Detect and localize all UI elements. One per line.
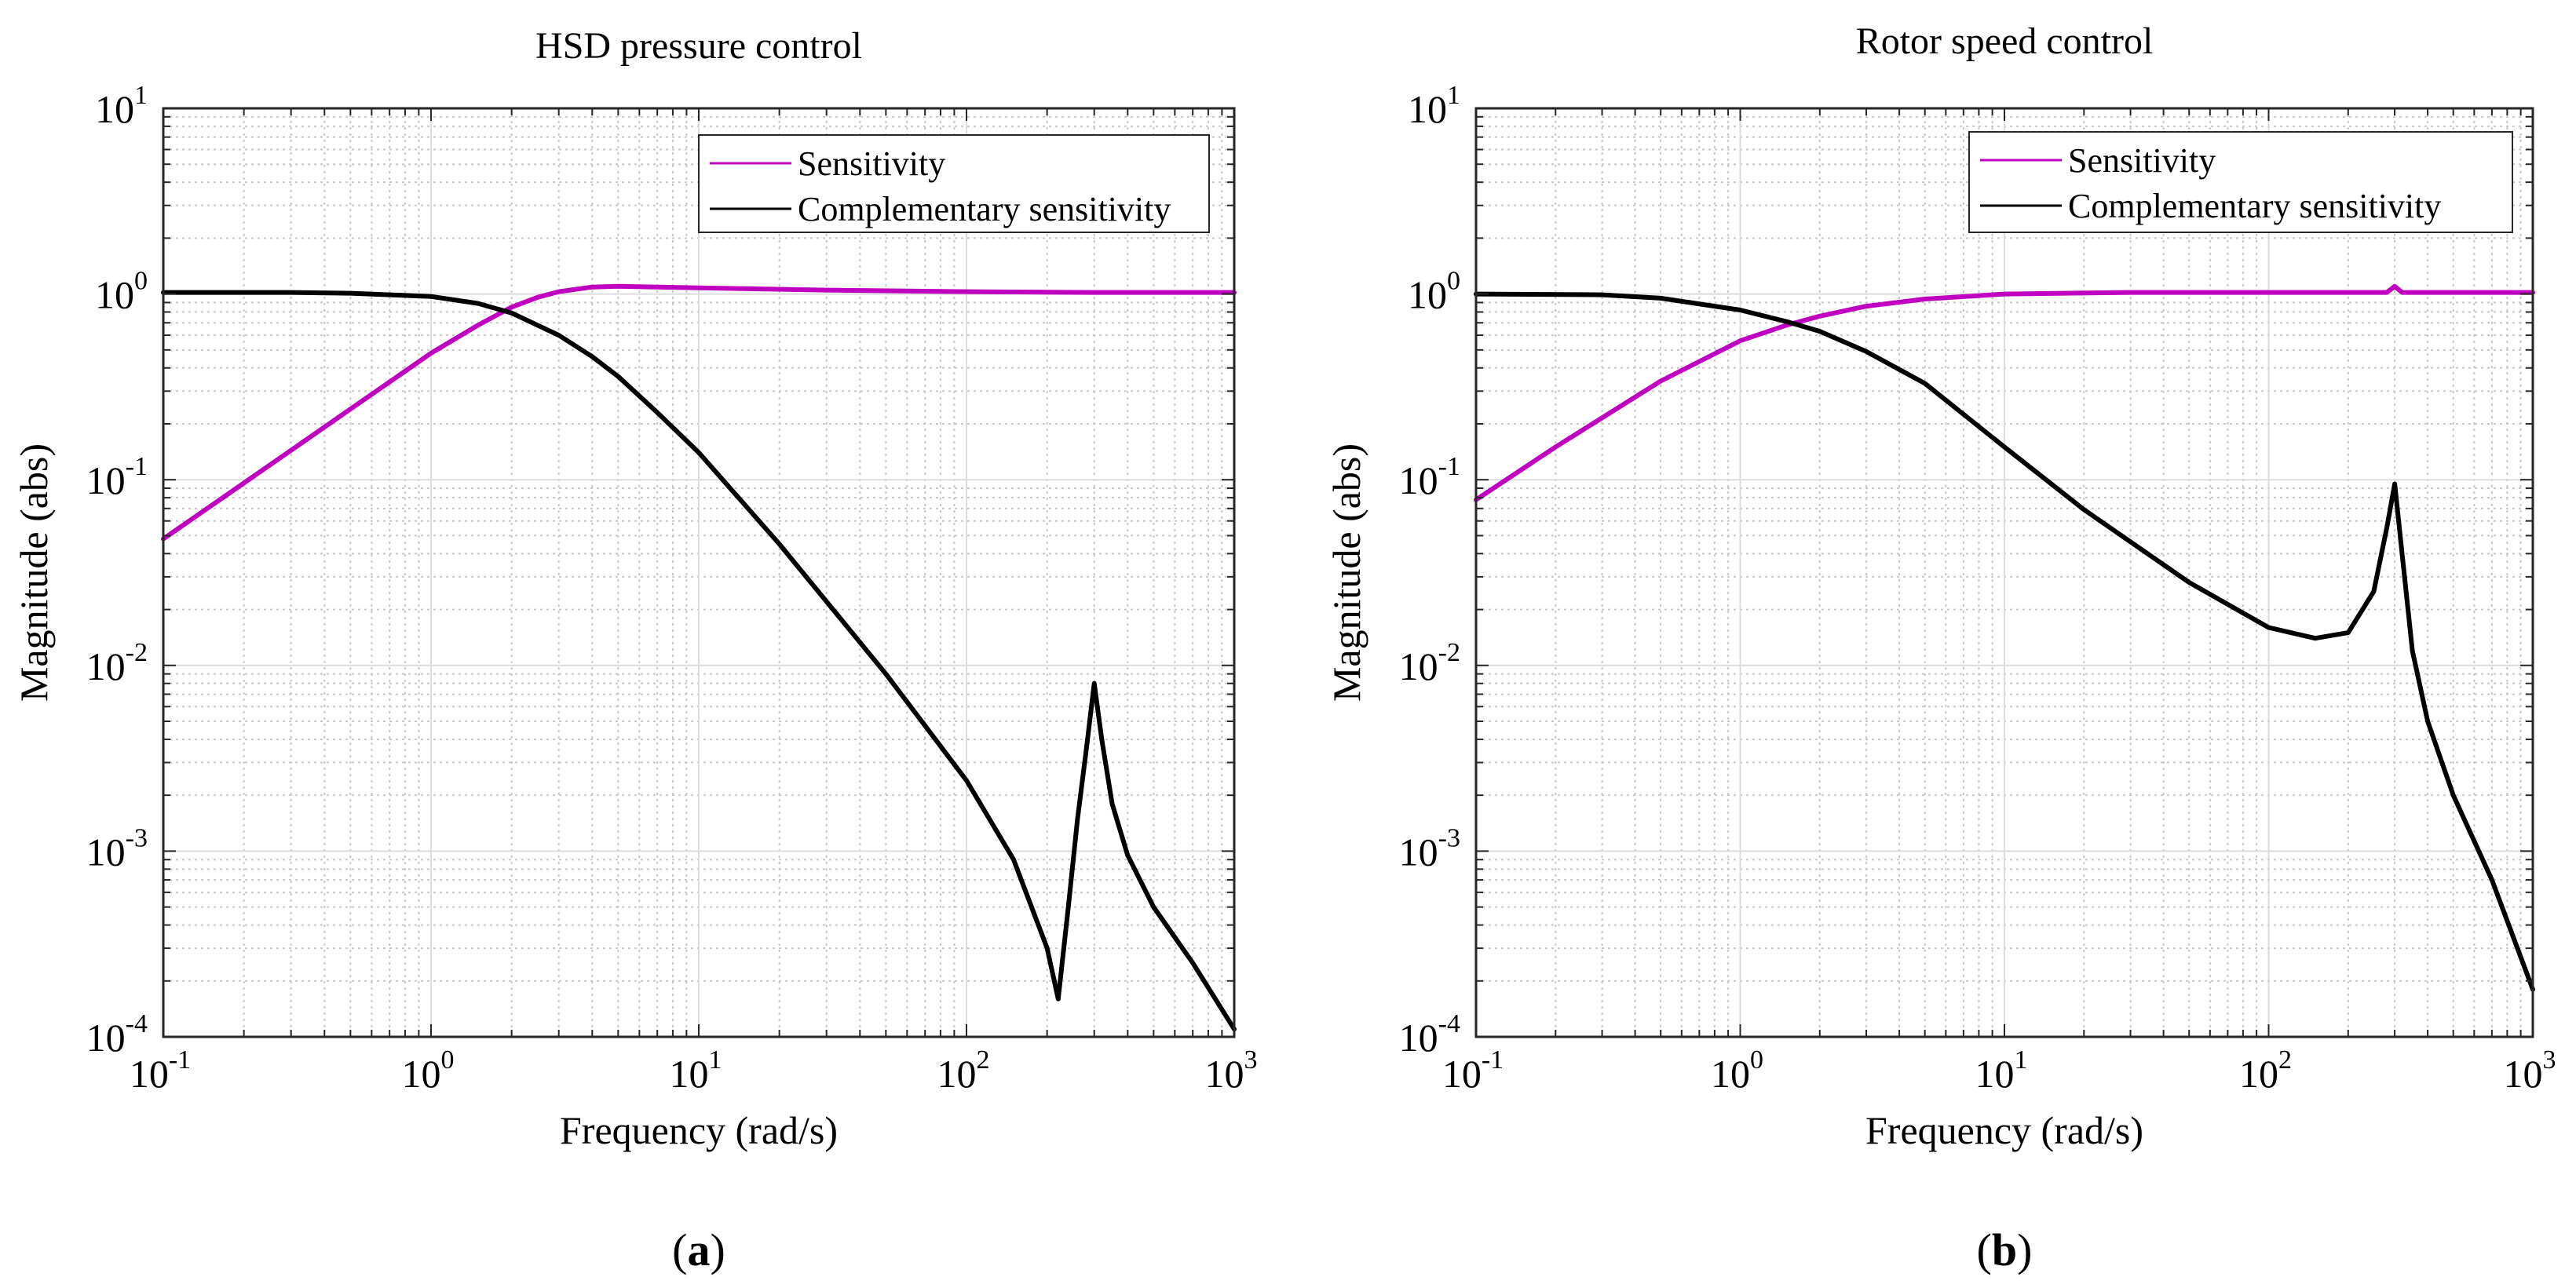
legend-label: Sensitivity <box>2068 141 2216 180</box>
x-tick-label: 10-1 <box>1442 1045 1504 1096</box>
panel-b: 10-1 100 101 102 103 10-4 10-3 10-2 10-1 100 101 Ro… <box>1325 20 2556 1275</box>
series-line-sensitivity <box>161 283 1237 542</box>
y-tick-label: 10-3 <box>86 823 148 874</box>
x-axis-label: Frequency (rad/s) <box>1865 1108 2143 1152</box>
x-tick-label: 103 <box>1205 1045 1258 1096</box>
legend-box <box>698 134 1210 233</box>
y-tick-label: 101 <box>1408 81 1460 131</box>
x-tick-label: 100 <box>1711 1045 1763 1096</box>
y-tick-label: 10-2 <box>1399 638 1460 688</box>
y-axis-label: Magnitude (abs) <box>1325 443 1368 702</box>
x-tick-label: 102 <box>937 1045 990 1096</box>
legend-label: Complementary sensitivity <box>2068 187 2441 225</box>
y-tick-label: 100 <box>95 267 148 317</box>
series-line-complementary-sensitivity <box>161 290 1237 1032</box>
ticks <box>163 108 1234 1038</box>
y-tick-label: 10-1 <box>1399 452 1460 502</box>
x-tick-label: 102 <box>2239 1045 2292 1096</box>
x-tick-label: 101 <box>1975 1045 2028 1096</box>
x-tick-label: 100 <box>402 1045 455 1096</box>
panel-caption: (a) <box>672 1224 725 1275</box>
grid <box>1476 108 2533 1037</box>
y-tick-label: 10-2 <box>86 638 148 688</box>
x-tick-label: 101 <box>670 1045 722 1096</box>
x-tick-label: 10-1 <box>130 1045 191 1096</box>
legend-label: Sensitivity <box>798 144 945 183</box>
y-axis-label: Magnitude (abs) <box>12 443 56 702</box>
ticks <box>1475 108 2533 1038</box>
series-line-complementary-sensitivity <box>1474 291 2535 992</box>
y-tick-label: 10-1 <box>86 452 148 502</box>
series-line-sensitivity <box>1474 283 2535 502</box>
legend-box <box>1968 131 2513 233</box>
y-tick-label: 10-3 <box>1399 823 1460 874</box>
y-tick-label: 10-4 <box>1399 1009 1460 1060</box>
chart-title: HSD pressure control <box>535 25 862 67</box>
legend: Sensitivity Complementary sensitivity <box>698 134 1210 233</box>
y-tick-label: 10-4 <box>86 1009 148 1060</box>
x-axis-label: Frequency (rad/s) <box>560 1108 838 1152</box>
panel-a: 10-1 100 101 102 103 10-4 10-3 10-2 10-1 100 101 HS… <box>12 25 1258 1275</box>
x-tick-label: 103 <box>2504 1045 2556 1096</box>
legend-label: Complementary sensitivity <box>798 190 1171 228</box>
chart-title: Rotor speed control <box>1856 20 2154 62</box>
y-tick-label: 100 <box>1408 267 1460 317</box>
legend: Sensitivity Complementary sensitivity <box>1968 131 2513 233</box>
y-tick-label: 101 <box>95 81 148 131</box>
panel-caption: (b) <box>1977 1224 2033 1275</box>
